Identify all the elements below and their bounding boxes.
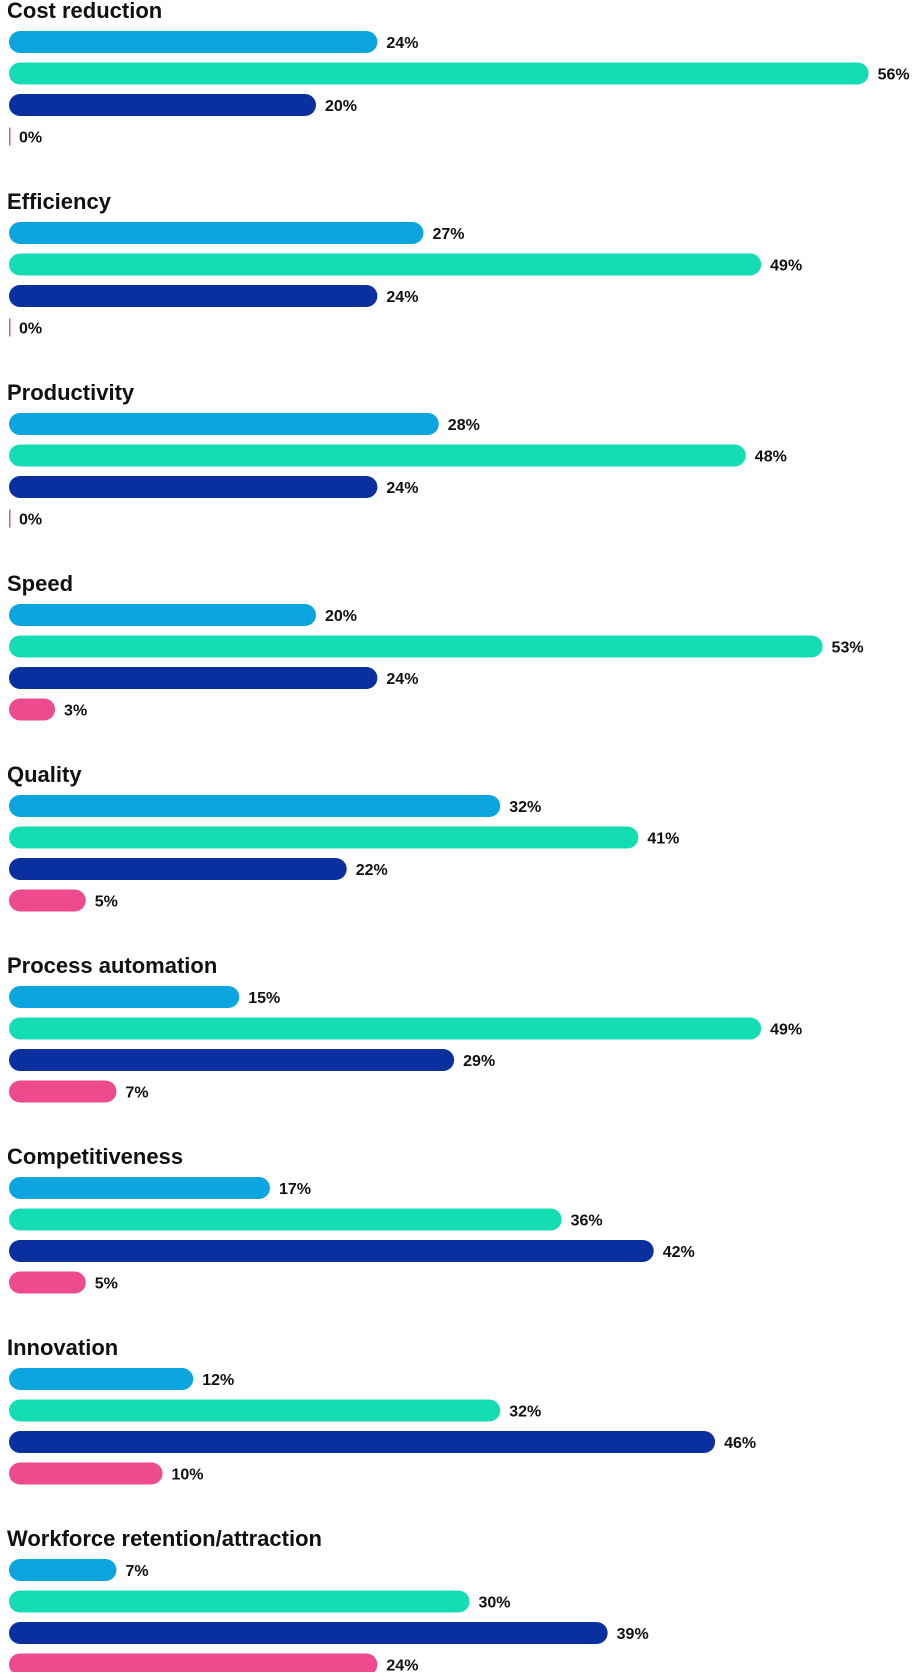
bar	[9, 1559, 117, 1581]
bar-value-label: 56%	[878, 67, 910, 84]
bar-value-label: 46%	[724, 1435, 756, 1452]
bar-value-label: 12%	[202, 1372, 234, 1389]
bar-value-label: 10%	[172, 1467, 204, 1484]
category-title: Innovation	[7, 1335, 118, 1360]
bar	[9, 635, 823, 658]
bar	[9, 94, 316, 116]
bar-value-label: 29%	[463, 1053, 495, 1070]
bar	[9, 1368, 194, 1390]
bar-value-label: 42%	[663, 1244, 695, 1261]
bar-value-label: 24%	[386, 480, 418, 497]
bar-value-label: 41%	[647, 831, 679, 848]
bar	[9, 986, 240, 1008]
bar	[9, 62, 869, 85]
bar-group: Competitiveness 17% 36% 42% 5%	[7, 1144, 695, 1294]
bar-value-label: 7%	[125, 1085, 148, 1102]
bar	[9, 1590, 470, 1613]
bar	[9, 127, 11, 146]
bar	[9, 444, 746, 467]
bar-group: Workforce retention/attraction 7% 30% 39% 24…	[7, 1526, 649, 1672]
bar	[9, 509, 11, 528]
bar	[9, 413, 439, 435]
bar	[9, 1653, 378, 1672]
bar	[9, 318, 11, 337]
bar-value-label: 22%	[356, 862, 388, 879]
bar-value-label: 15%	[248, 990, 280, 1007]
category-title: Workforce retention/attraction	[7, 1526, 322, 1551]
bar-group: Process automation 15% 49% 29% 7%	[7, 953, 802, 1103]
bar	[9, 795, 501, 817]
bar-group: Speed 20% 53% 24% 3%	[7, 571, 864, 721]
bar	[9, 31, 378, 53]
bar	[9, 698, 56, 721]
bar-value-label: 24%	[386, 35, 418, 52]
bar-value-label: 48%	[755, 449, 787, 466]
bar-value-label: 24%	[386, 671, 418, 688]
bar-value-label: 49%	[770, 1022, 802, 1039]
bar-value-label: 0%	[19, 321, 42, 338]
bar	[9, 1208, 562, 1231]
category-title: Process automation	[7, 953, 217, 978]
bar-value-label: 20%	[325, 98, 357, 115]
bar	[9, 1431, 716, 1453]
bar	[9, 1462, 163, 1485]
bar-value-label: 53%	[832, 640, 864, 657]
bar	[9, 1622, 608, 1644]
bar-value-label: 5%	[95, 894, 118, 911]
bar	[9, 1399, 501, 1422]
bar-value-label: 7%	[125, 1563, 148, 1580]
bar-group: Quality 32% 41% 22% 5%	[7, 762, 679, 912]
bar-group: Innovation 12% 32% 46% 10%	[7, 1335, 756, 1485]
bar-value-label: 28%	[448, 417, 480, 434]
bar-value-label: 17%	[279, 1181, 311, 1198]
bar	[9, 253, 762, 276]
bar-value-label: 24%	[386, 289, 418, 306]
bar-value-label: 32%	[509, 799, 541, 816]
category-title: Quality	[7, 762, 82, 787]
bar	[9, 826, 639, 849]
bar	[9, 1049, 455, 1071]
category-title: Cost reduction	[7, 0, 162, 23]
bar	[9, 476, 378, 498]
bar-value-label: 32%	[509, 1404, 541, 1421]
bar	[9, 1240, 654, 1262]
category-title: Efficiency	[7, 189, 112, 214]
bar	[9, 1017, 762, 1040]
bar	[9, 222, 424, 244]
category-title: Competitiveness	[7, 1144, 183, 1169]
bar-value-label: 5%	[95, 1276, 118, 1293]
bar-value-label: 0%	[19, 130, 42, 147]
bar	[9, 858, 347, 880]
bar-value-label: 20%	[325, 608, 357, 625]
bar-value-label: 24%	[386, 1658, 418, 1672]
bar-value-label: 3%	[64, 703, 87, 720]
bar-value-label: 0%	[19, 512, 42, 529]
bar-group: Efficiency 27% 49% 24% 0%	[7, 189, 802, 338]
bar-value-label: 49%	[770, 258, 802, 275]
bar-value-label: 39%	[617, 1626, 649, 1643]
bar-value-label: 27%	[432, 226, 464, 243]
bar	[9, 667, 378, 689]
bar-value-label: 36%	[571, 1213, 603, 1230]
bar	[9, 604, 316, 626]
category-title: Productivity	[7, 380, 135, 405]
bar	[9, 889, 86, 912]
bar	[9, 1177, 270, 1199]
bar-group: Productivity 28% 48% 24% 0%	[7, 380, 787, 529]
bar	[9, 1271, 86, 1294]
category-title: Speed	[7, 571, 73, 596]
bar	[9, 1080, 117, 1103]
bar	[9, 285, 378, 307]
bar-group: Cost reduction 24% 56% 20% 0%	[7, 0, 910, 147]
bar-value-label: 30%	[479, 1595, 511, 1612]
